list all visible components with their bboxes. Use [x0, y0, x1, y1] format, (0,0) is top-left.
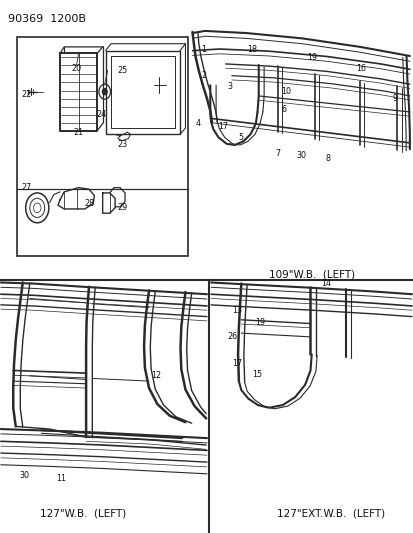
Text: 2: 2 [201, 71, 206, 80]
Text: 8: 8 [325, 155, 330, 163]
Text: 13: 13 [231, 306, 241, 314]
Text: 12: 12 [151, 372, 161, 380]
Text: 9: 9 [392, 94, 397, 103]
Text: 3: 3 [227, 82, 232, 91]
Text: 19: 19 [307, 53, 317, 62]
Text: 17: 17 [217, 123, 227, 131]
Text: 20: 20 [71, 64, 81, 72]
Text: 29: 29 [117, 204, 127, 212]
Text: 109"W.B.  (LEFT): 109"W.B. (LEFT) [268, 270, 354, 279]
Text: 7: 7 [275, 149, 280, 158]
Text: 27: 27 [22, 183, 32, 192]
Text: 127"EXT.W.B.  (LEFT): 127"EXT.W.B. (LEFT) [277, 508, 385, 518]
Text: 14: 14 [320, 279, 330, 288]
Text: 6: 6 [280, 105, 285, 114]
Text: 28: 28 [84, 199, 94, 208]
Text: 127"W.B.  (LEFT): 127"W.B. (LEFT) [40, 508, 126, 518]
Text: 25: 25 [117, 66, 127, 75]
Text: 21: 21 [74, 128, 83, 136]
Text: 17: 17 [231, 359, 241, 368]
Text: 19: 19 [254, 318, 264, 327]
Text: 18: 18 [247, 45, 257, 53]
Bar [17, 37, 188, 256]
Text: 11: 11 [56, 474, 66, 483]
Text: 26: 26 [227, 333, 237, 341]
Text: 90369  1200B: 90369 1200B [8, 14, 86, 23]
Text: 1: 1 [201, 45, 206, 53]
Text: 22: 22 [21, 91, 31, 99]
Text: 5: 5 [238, 133, 243, 142]
Text: 30: 30 [19, 471, 29, 480]
Text: 23: 23 [117, 141, 127, 149]
Text: 24: 24 [96, 110, 106, 119]
Text: 16: 16 [355, 64, 365, 72]
Text: 4: 4 [195, 119, 200, 128]
Circle shape [102, 88, 107, 95]
Text: 10: 10 [280, 87, 290, 96]
Text: 30: 30 [296, 151, 306, 160]
Text: 15: 15 [252, 370, 262, 378]
